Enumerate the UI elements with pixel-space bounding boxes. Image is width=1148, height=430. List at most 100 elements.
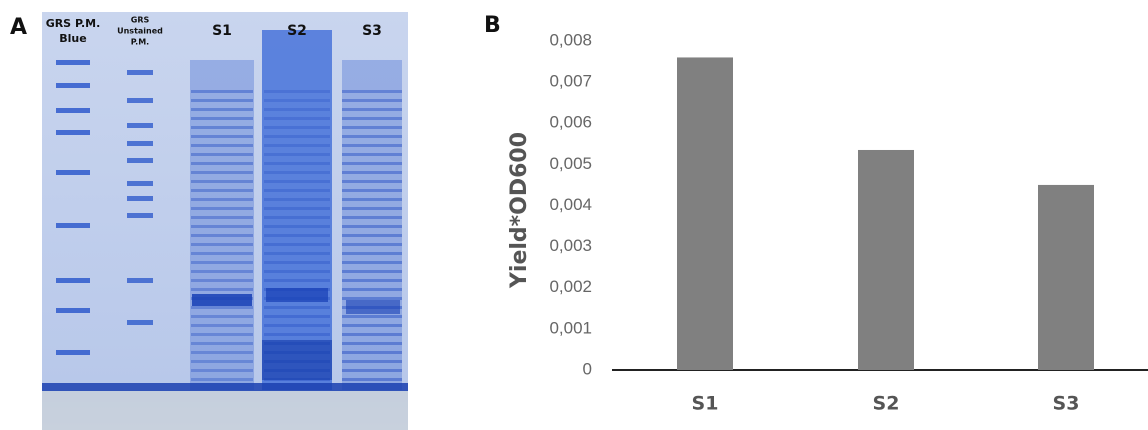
y-tick-label: 0,006 [549, 113, 592, 132]
gel-band [264, 270, 330, 273]
gel-band [191, 360, 253, 363]
y-tick-label: 0,007 [549, 72, 592, 91]
gel-band [191, 99, 253, 102]
gel-band [342, 225, 402, 228]
gel-band [264, 117, 330, 120]
gel-band [264, 90, 330, 93]
gel-band [56, 83, 90, 88]
gel-band [264, 279, 330, 282]
lane-smear [262, 30, 332, 390]
lane-smear [190, 60, 254, 390]
gel-band [264, 324, 330, 327]
gel-band [264, 243, 330, 246]
gel-band [191, 126, 253, 129]
y-tick-label: 0,002 [549, 277, 592, 296]
gel-band [127, 158, 153, 163]
gel-band [342, 234, 402, 237]
lane-label: Unstained [117, 27, 163, 36]
gel-band [342, 171, 402, 174]
gel-band [191, 315, 253, 318]
gel-band [264, 108, 330, 111]
y-tick-label: 0,004 [549, 195, 592, 214]
lane-label: P.M. [131, 38, 149, 47]
y-axis-label: Yield*OD600 [507, 132, 532, 289]
gel-band [191, 162, 253, 165]
gel-band [342, 90, 402, 93]
gel-band [191, 144, 253, 147]
lane-smear [342, 60, 402, 390]
lane-label: Blue [59, 32, 86, 45]
x-tick-label: S3 [1053, 393, 1080, 415]
gel-band [191, 279, 253, 282]
gel-band [127, 213, 153, 218]
gel-band [191, 288, 253, 291]
gel-band [127, 98, 153, 103]
gel-band [191, 180, 253, 183]
gel-band [127, 123, 153, 128]
gel-band [342, 279, 402, 282]
gel-band [342, 369, 402, 372]
gel-band [342, 135, 402, 138]
x-tick-label: S2 [873, 393, 900, 415]
gel-band [342, 117, 402, 120]
gel-band [262, 340, 332, 380]
gel-band [56, 223, 90, 228]
gel-band [191, 108, 253, 111]
gel-band [191, 225, 253, 228]
gel-band [342, 288, 402, 291]
lane-label: S2 [287, 23, 307, 39]
gel-band [342, 297, 402, 300]
gel-band [191, 198, 253, 201]
gel-band [342, 216, 402, 219]
gel-band [264, 171, 330, 174]
gel-band [342, 333, 402, 336]
gel-band [342, 189, 402, 192]
gel-band [342, 315, 402, 318]
gel-band [42, 383, 408, 391]
gel-band [264, 252, 330, 255]
gel-band [266, 288, 328, 302]
gel-band [342, 270, 402, 273]
y-tick-label: 0,001 [549, 318, 592, 337]
gel-band [264, 207, 330, 210]
gel-band [342, 342, 402, 345]
gel-band [56, 60, 90, 65]
gel-band [191, 252, 253, 255]
y-tick-label: 0,008 [549, 30, 592, 49]
lane-label: GRS P.M. [46, 17, 101, 30]
bar [858, 149, 914, 370]
gel-band [342, 243, 402, 246]
gel-band [264, 180, 330, 183]
panel-label: B [484, 13, 501, 38]
gel-band [264, 189, 330, 192]
gel-band [127, 320, 153, 325]
gel-band [191, 369, 253, 372]
gel-band [342, 351, 402, 354]
gel-band [264, 153, 330, 156]
gel-band [342, 198, 402, 201]
gel-band [191, 153, 253, 156]
gel-band [264, 306, 330, 309]
gel-band [191, 351, 253, 354]
gel-band [127, 196, 153, 201]
gel-band [342, 108, 402, 111]
gel-band [264, 261, 330, 264]
gel-band [264, 225, 330, 228]
gel-band [56, 308, 90, 313]
gel-band [56, 350, 90, 355]
gel-band [342, 360, 402, 363]
y-tick-label: 0,005 [549, 154, 592, 173]
gel-bands: GRS P.M. Blue GRS Unstained P.M. S1 S2 S3 [42, 16, 408, 430]
gel-band [191, 324, 253, 327]
gel-band [346, 300, 400, 314]
gel-band [264, 135, 330, 138]
gel-band [264, 162, 330, 165]
gel-band [191, 378, 253, 381]
gel-band [191, 333, 253, 336]
lane-label: GRS [131, 16, 150, 25]
gel-band [342, 207, 402, 210]
gel-band [56, 108, 90, 113]
gel-band [191, 270, 253, 273]
gel-band [42, 391, 408, 430]
gel-band [56, 278, 90, 283]
